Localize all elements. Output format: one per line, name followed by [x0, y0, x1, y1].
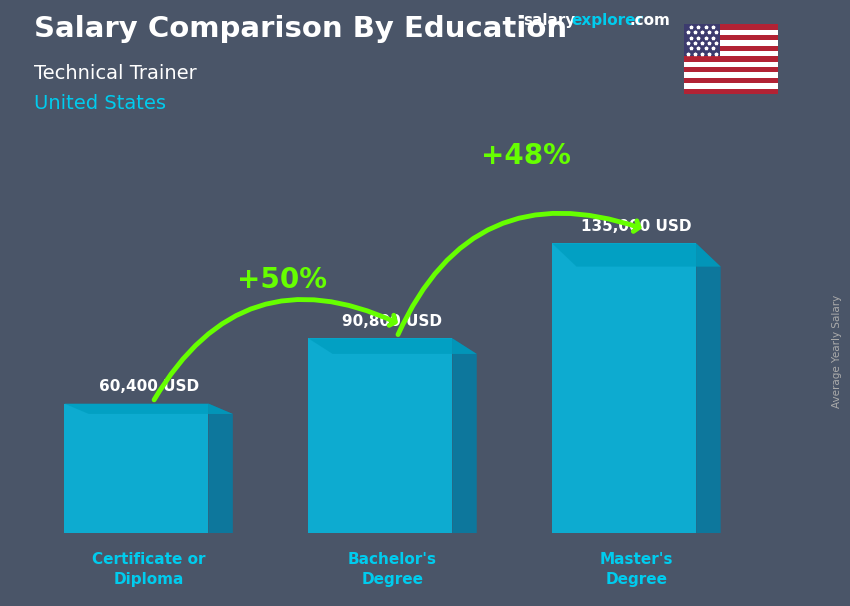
Text: 60,400 USD: 60,400 USD — [99, 379, 199, 395]
Text: Salary Comparison By Education: Salary Comparison By Education — [34, 15, 567, 43]
Polygon shape — [552, 244, 696, 533]
Bar — [684, 62, 778, 67]
Bar — [684, 56, 778, 62]
Text: explorer: explorer — [571, 13, 643, 28]
Bar — [684, 73, 778, 78]
Polygon shape — [552, 244, 721, 267]
Text: Bachelor's
Degree: Bachelor's Degree — [348, 552, 437, 587]
Bar — [684, 24, 778, 30]
Bar — [684, 41, 778, 45]
Text: 135,000 USD: 135,000 USD — [581, 219, 692, 234]
Polygon shape — [208, 404, 233, 533]
Polygon shape — [65, 404, 208, 533]
Text: +50%: +50% — [236, 266, 326, 294]
Text: 90,800 USD: 90,800 USD — [343, 314, 443, 329]
Polygon shape — [65, 404, 233, 414]
Text: salary: salary — [523, 13, 575, 28]
Bar — [684, 35, 778, 41]
Text: Master's
Degree: Master's Degree — [599, 552, 673, 587]
Text: Certificate or
Diploma: Certificate or Diploma — [92, 552, 206, 587]
Text: United States: United States — [34, 94, 166, 113]
Text: +48%: +48% — [480, 142, 570, 170]
Polygon shape — [309, 338, 452, 533]
Text: Technical Trainer: Technical Trainer — [34, 64, 196, 82]
Bar — [684, 30, 778, 35]
Bar — [684, 45, 778, 51]
Bar — [684, 78, 778, 83]
Bar — [684, 88, 778, 94]
Polygon shape — [309, 338, 477, 354]
Bar — [684, 83, 778, 88]
Bar — [684, 67, 778, 73]
Text: .com: .com — [630, 13, 671, 28]
Bar — [684, 24, 720, 56]
Text: Average Yearly Salary: Average Yearly Salary — [832, 295, 842, 408]
Bar — [684, 51, 778, 56]
Polygon shape — [696, 244, 721, 533]
Polygon shape — [452, 338, 477, 533]
